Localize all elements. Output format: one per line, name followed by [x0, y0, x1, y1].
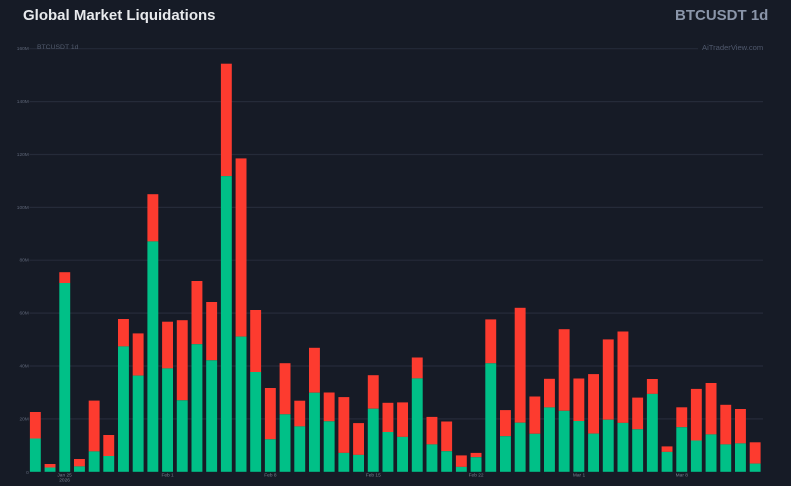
svg-text:Feb 15: Feb 15 — [366, 473, 381, 479]
svg-text:2026: 2026 — [59, 477, 70, 483]
svg-text:100M: 100M — [17, 205, 29, 211]
svg-text:Feb 8: Feb 8 — [264, 473, 277, 479]
svg-text:40M: 40M — [19, 363, 28, 369]
svg-text:Mar 1: Mar 1 — [573, 473, 586, 479]
svg-text:Mar 8: Mar 8 — [676, 473, 689, 479]
svg-text:160M: 160M — [17, 46, 29, 52]
svg-text:20M: 20M — [19, 416, 28, 422]
svg-text:80M: 80M — [19, 258, 28, 264]
svg-text:140M: 140M — [17, 99, 29, 105]
svg-text:Feb 1: Feb 1 — [161, 473, 174, 479]
svg-text:120M: 120M — [17, 152, 29, 158]
svg-text:0: 0 — [26, 470, 29, 476]
svg-text:Feb 22: Feb 22 — [469, 473, 484, 479]
svg-text:Jan 25: Jan 25 — [57, 473, 72, 479]
svg-text:60M: 60M — [19, 311, 28, 317]
